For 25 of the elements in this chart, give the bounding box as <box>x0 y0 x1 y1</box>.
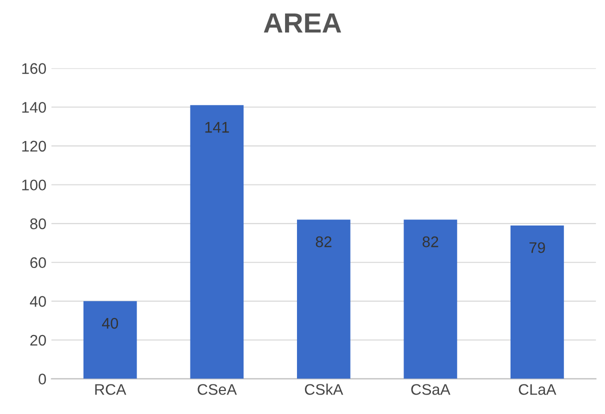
y-tick-label: 120 <box>22 140 46 152</box>
data-label: 82 <box>422 236 438 248</box>
x-tick-label: CLaA <box>518 384 556 395</box>
x-tick-label: CSkA <box>304 384 344 395</box>
bar <box>83 301 137 379</box>
data-label: 79 <box>529 242 545 254</box>
data-label: 141 <box>205 122 229 133</box>
chart-title: AREA <box>264 13 342 33</box>
data-label: 82 <box>316 236 332 248</box>
x-tick-label: RCA <box>95 384 126 395</box>
y-tick-label: 20 <box>30 334 46 346</box>
y-tick-label: 60 <box>30 257 46 268</box>
x-tick-label: CSeA <box>198 384 237 395</box>
bar <box>296 220 350 379</box>
x-tick-label: CSaA <box>411 384 450 395</box>
data-label: 40 <box>102 318 118 329</box>
y-tick-label: 80 <box>30 218 46 230</box>
y-tick-label: 40 <box>30 296 46 307</box>
y-tick-label: 160 <box>22 63 46 74</box>
y-tick-label: 0 <box>38 374 46 384</box>
y-tick-label: 100 <box>22 180 46 190</box>
y-tick-label: 140 <box>22 102 46 113</box>
bar <box>404 220 458 379</box>
bar <box>190 105 244 379</box>
bar <box>510 226 564 379</box>
